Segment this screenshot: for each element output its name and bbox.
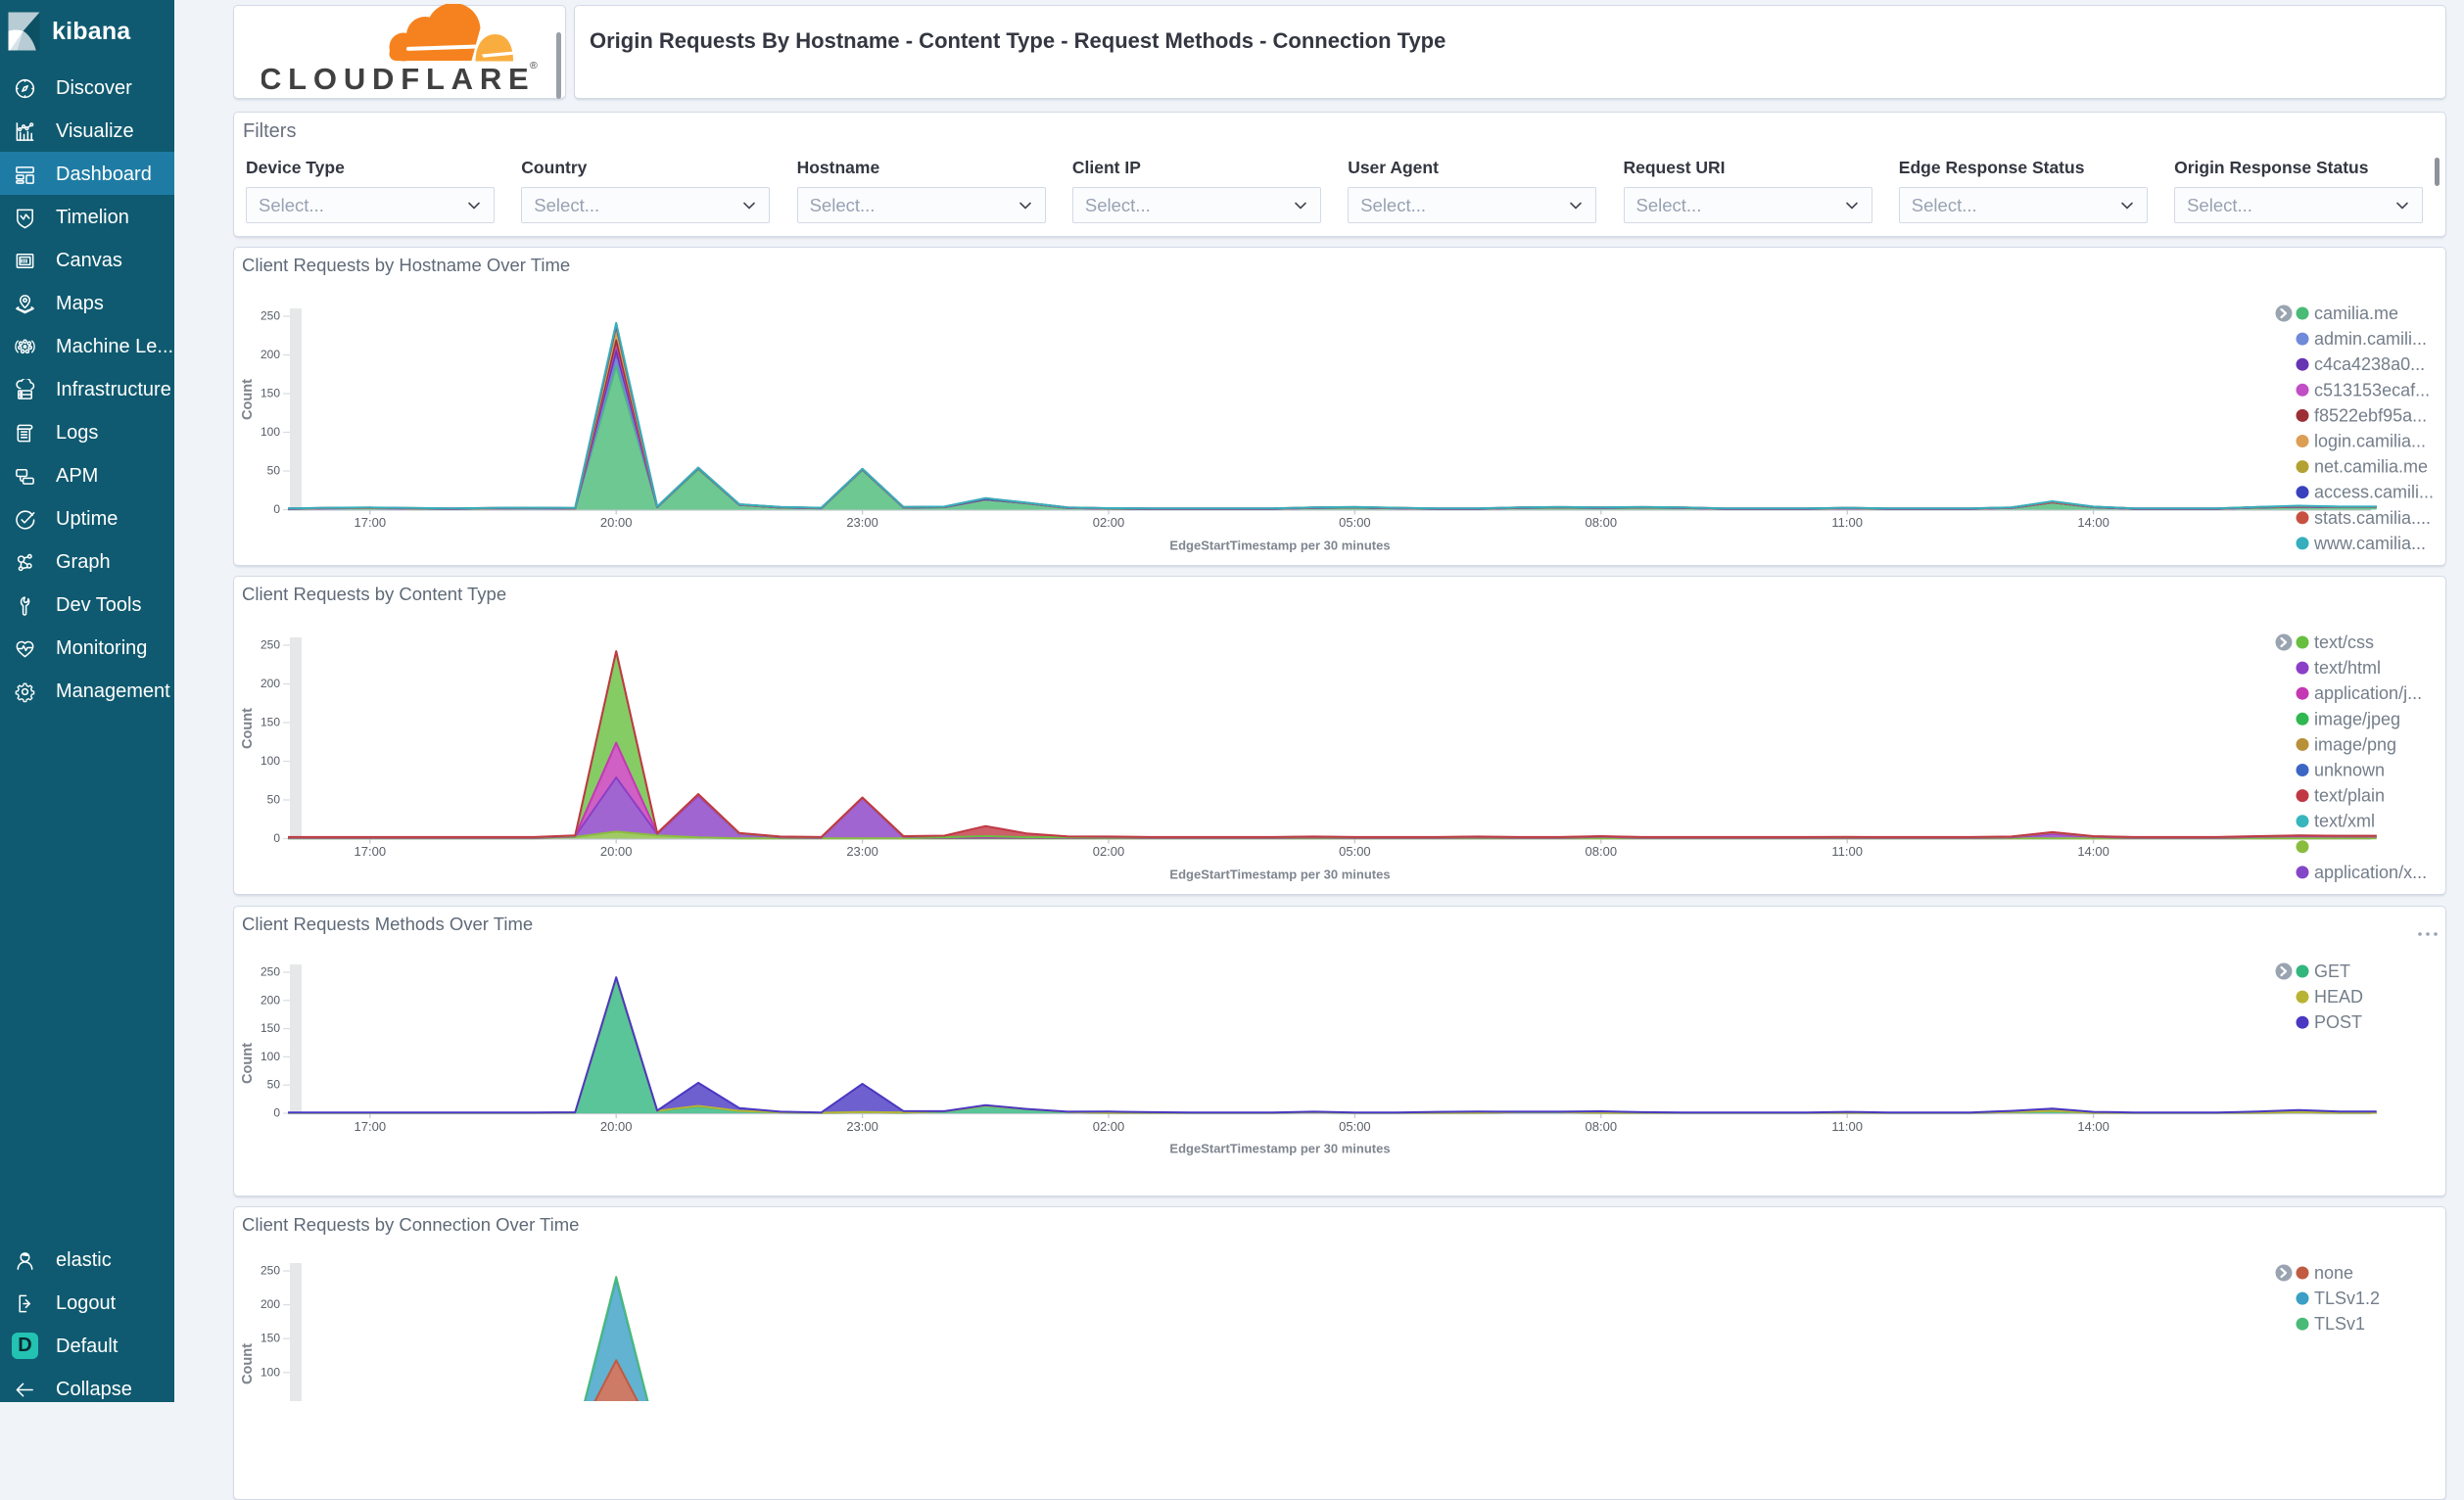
svg-text:EdgeStartTimestamp per 30 minu: EdgeStartTimestamp per 30 minutes: [1169, 867, 1390, 882]
svg-text:02:00: 02:00: [1093, 515, 1125, 530]
svg-text:net.camilia.me: net.camilia.me: [2314, 457, 2428, 477]
svg-text:100: 100: [261, 754, 280, 768]
svg-text:11:00: 11:00: [1831, 515, 1863, 530]
svg-text:login.camilia...: login.camilia...: [2314, 432, 2426, 451]
svg-text:100: 100: [261, 1050, 280, 1063]
svg-text:camilia.me: camilia.me: [2314, 304, 2398, 323]
svg-text:11:00: 11:00: [1831, 1119, 1863, 1134]
svg-text:Count: Count: [240, 1343, 256, 1384]
svg-text:250: 250: [261, 1264, 280, 1278]
svg-text:150: 150: [261, 1021, 280, 1035]
svg-text:unknown: unknown: [2314, 761, 2385, 780]
svg-text:HEAD: HEAD: [2314, 987, 2363, 1007]
svg-text:17:00: 17:00: [355, 1119, 387, 1134]
svg-text:05:00: 05:00: [1339, 844, 1371, 859]
svg-text:www.camilia...: www.camilia...: [2313, 534, 2426, 553]
svg-text:02:00: 02:00: [1093, 1119, 1125, 1134]
svg-text:150: 150: [261, 1332, 280, 1345]
svg-text:250: 250: [261, 965, 280, 979]
svg-text:250: 250: [261, 309, 280, 323]
svg-text:POST: POST: [2314, 1012, 2362, 1032]
svg-text:50: 50: [267, 464, 281, 478]
svg-text:150: 150: [261, 716, 280, 729]
svg-text:20:00: 20:00: [600, 1119, 633, 1134]
svg-text:c4ca4238a0...: c4ca4238a0...: [2314, 354, 2425, 374]
svg-text:200: 200: [261, 677, 280, 690]
svg-text:Count: Count: [240, 1043, 256, 1084]
svg-text:11:00: 11:00: [1831, 844, 1863, 859]
svg-text:image/jpeg: image/jpeg: [2314, 709, 2400, 728]
svg-text:200: 200: [261, 993, 280, 1007]
svg-text:23:00: 23:00: [846, 515, 878, 530]
svg-text:200: 200: [261, 1297, 280, 1311]
svg-text:05:00: 05:00: [1339, 1119, 1371, 1134]
svg-text:admin.camili...: admin.camili...: [2314, 329, 2427, 349]
svg-text:f8522ebf95a...: f8522ebf95a...: [2314, 405, 2427, 425]
svg-text:GET: GET: [2314, 961, 2350, 981]
svg-text:text/xml: text/xml: [2314, 812, 2375, 831]
svg-text:14:00: 14:00: [2077, 515, 2109, 530]
svg-text:access.camili...: access.camili...: [2314, 483, 2434, 502]
svg-text:14:00: 14:00: [2077, 1119, 2109, 1134]
svg-text:text/plain: text/plain: [2314, 786, 2385, 806]
svg-text:0: 0: [273, 1106, 280, 1120]
svg-text:CLOUDFLARE: CLOUDFLARE: [261, 62, 536, 96]
svg-text:23:00: 23:00: [846, 844, 878, 859]
svg-text:image/png: image/png: [2314, 734, 2396, 754]
svg-text:none: none: [2314, 1263, 2353, 1283]
svg-text:05:00: 05:00: [1339, 515, 1371, 530]
svg-text:20:00: 20:00: [600, 515, 633, 530]
svg-text:Count: Count: [240, 379, 256, 420]
svg-text:23:00: 23:00: [846, 1119, 878, 1134]
svg-text:EdgeStartTimestamp per 30 minu: EdgeStartTimestamp per 30 minutes: [1169, 1142, 1390, 1156]
svg-text:08:00: 08:00: [1586, 515, 1618, 530]
svg-text:stats.camilia....: stats.camilia....: [2314, 508, 2431, 528]
svg-text:50: 50: [267, 793, 281, 807]
svg-text:application/x...: application/x...: [2314, 863, 2427, 882]
svg-text:TLSv1.2: TLSv1.2: [2314, 1289, 2380, 1308]
svg-text:02:00: 02:00: [1093, 844, 1125, 859]
svg-text:17:00: 17:00: [355, 844, 387, 859]
svg-text:08:00: 08:00: [1586, 844, 1618, 859]
svg-text:100: 100: [261, 425, 280, 439]
svg-text:14:00: 14:00: [2077, 844, 2109, 859]
svg-text:50: 50: [267, 1078, 281, 1092]
svg-text:TLSv1: TLSv1: [2314, 1314, 2365, 1334]
svg-text:08:00: 08:00: [1586, 1119, 1618, 1134]
svg-text:text/html: text/html: [2314, 658, 2381, 678]
svg-text:0: 0: [273, 831, 280, 845]
svg-text:Count: Count: [240, 708, 256, 749]
svg-text:application/j...: application/j...: [2314, 683, 2422, 703]
svg-text:17:00: 17:00: [355, 515, 387, 530]
svg-text:100: 100: [261, 1365, 280, 1379]
svg-text:EdgeStartTimestamp per 30 minu: EdgeStartTimestamp per 30 minutes: [1169, 539, 1390, 553]
svg-text:200: 200: [261, 348, 280, 361]
svg-text:®: ®: [530, 60, 538, 71]
svg-text:20:00: 20:00: [600, 844, 633, 859]
svg-text:150: 150: [261, 387, 280, 400]
svg-text:250: 250: [261, 638, 280, 652]
svg-text:0: 0: [273, 502, 280, 516]
svg-text:c513153ecaf...: c513153ecaf...: [2314, 380, 2430, 399]
svg-text:text/css: text/css: [2314, 633, 2374, 652]
